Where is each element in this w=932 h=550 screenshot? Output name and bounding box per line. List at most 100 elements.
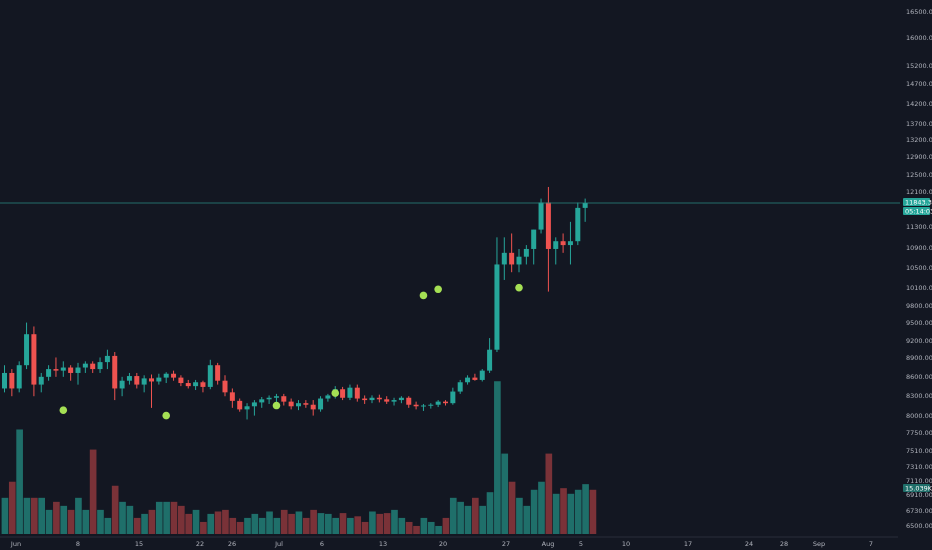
volume-bar <box>207 513 215 534</box>
candle <box>149 374 154 408</box>
volume-bar <box>258 517 266 534</box>
candle-body <box>2 372 7 389</box>
candle <box>9 369 15 397</box>
candle <box>435 400 441 408</box>
time-tick-label: 26 <box>228 540 236 548</box>
volume-bar <box>192 509 200 534</box>
volume-bar <box>310 509 317 534</box>
volume-bar <box>398 517 406 534</box>
volume-bar <box>104 517 112 534</box>
volume-bar <box>494 381 501 534</box>
time-axis[interactable]: Jun 8 15 22 26 Jul 6 13 20 27 Aug 5 10 17 24 28 Sep 7 <box>10 540 873 548</box>
candle-body <box>90 363 96 370</box>
candle <box>494 237 500 353</box>
price-tick-label: 10900.00 <box>906 244 932 252</box>
signal-marker <box>419 291 428 300</box>
candle <box>384 396 390 404</box>
candle <box>222 375 228 397</box>
volume-bar <box>325 513 332 534</box>
volume-bar <box>1 497 9 534</box>
candle-body <box>207 365 213 387</box>
candle <box>406 396 412 408</box>
candle-body <box>24 334 30 366</box>
volume-bar <box>126 505 134 534</box>
volume-bar <box>302 517 310 534</box>
candle-body <box>538 202 544 230</box>
candle <box>479 369 485 382</box>
price-axis[interactable]: 16500.00 16000.00 15200.00 14700.00 14200.00… <box>906 8 932 530</box>
volume-bar <box>508 481 516 534</box>
signal-marker <box>434 285 442 294</box>
candle-body <box>46 369 52 377</box>
volume-bar <box>413 525 420 534</box>
volume-bar <box>38 497 45 534</box>
candle <box>362 395 368 404</box>
volume-label: 15.039K <box>905 485 932 493</box>
countdown-label: 05:14:03 <box>905 208 932 216</box>
candle-body <box>119 380 125 389</box>
candle-body <box>435 401 441 405</box>
candle-body <box>494 264 500 350</box>
candle <box>141 375 147 393</box>
volume-bar <box>472 497 479 534</box>
candle <box>450 387 456 405</box>
candle <box>237 398 243 412</box>
candle <box>193 379 199 391</box>
price-tick-label: 12500.00 <box>906 171 932 179</box>
candle <box>582 198 588 222</box>
candle-body <box>251 402 257 407</box>
candle-body <box>420 405 426 407</box>
candle-body <box>193 382 199 387</box>
candle-body <box>450 391 456 404</box>
candle-body <box>134 376 140 385</box>
candle-body <box>376 397 382 400</box>
volume-bar <box>170 501 178 534</box>
candle <box>178 375 184 387</box>
price-tick-label: 16000.00 <box>906 34 932 42</box>
candle-body <box>237 400 243 410</box>
candle-body <box>244 406 250 410</box>
time-tick-label: 7 <box>869 540 873 548</box>
price-tick-label: 12100.00 <box>906 188 932 196</box>
time-tick-label: 15 <box>135 540 143 548</box>
candle-body <box>318 398 324 410</box>
candle-body <box>516 256 522 265</box>
time-tick-label: 6 <box>320 540 324 548</box>
candle <box>443 400 448 406</box>
volume-bar <box>200 521 207 534</box>
volume-bar <box>45 509 53 534</box>
candle-body <box>413 404 419 407</box>
candle <box>281 393 287 406</box>
candle-body <box>215 365 221 381</box>
volume-bar <box>530 489 538 534</box>
candle <box>31 326 37 397</box>
candle <box>229 388 235 408</box>
candle-body <box>82 363 88 368</box>
candle <box>53 357 59 377</box>
time-tick-label: Jul <box>274 540 283 548</box>
price-tick-label: 8900.00 <box>906 354 932 362</box>
candle-body <box>141 378 147 385</box>
volume-bar <box>222 509 229 534</box>
candle-body <box>31 334 37 385</box>
candle-body <box>509 252 515 265</box>
volume-bar <box>163 501 170 534</box>
candle-body <box>303 403 309 405</box>
price-tick-label: 13700.00 <box>906 120 932 128</box>
volume-bar <box>332 517 339 534</box>
price-tick-label: 16500.00 <box>906 8 932 16</box>
price-tick-label: 15200.00 <box>906 62 932 70</box>
candle <box>318 396 324 412</box>
time-tick-label: 10 <box>622 540 630 548</box>
volume-bar <box>133 517 141 534</box>
candle-body <box>310 404 316 410</box>
candle <box>310 400 316 416</box>
candle-body <box>296 403 301 407</box>
price-tick-label: 14200.00 <box>906 100 932 108</box>
volume-bar <box>16 429 23 534</box>
candle-body <box>428 404 434 406</box>
candle <box>391 397 397 406</box>
candle-body <box>523 248 529 257</box>
candle-body <box>16 365 22 389</box>
